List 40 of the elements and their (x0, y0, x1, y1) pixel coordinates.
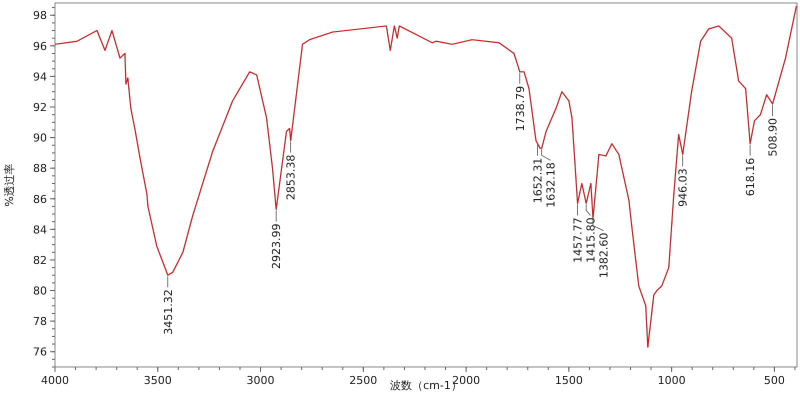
annotation: 1415.80 (584, 204, 598, 263)
x-tick-label: 1500 (554, 374, 583, 387)
y-tick-label: 76 (33, 346, 47, 359)
annotation: 2853.38 (284, 154, 298, 200)
annotation: 946.03 (676, 168, 690, 207)
y-tick-label: 82 (33, 254, 47, 267)
annotation: 2853.38 (284, 141, 298, 200)
x-tick-label: 3500 (144, 374, 172, 387)
annotation: 2923.99 (270, 223, 284, 269)
x-tick-label: 500 (764, 374, 785, 387)
y-axis-title: %透过率 (3, 163, 16, 207)
annotation: 1738.79 (514, 86, 527, 132)
x-tick-label: 4000 (41, 374, 69, 387)
y-tick-label: 88 (33, 162, 47, 176)
y-tick-label: 86 (33, 192, 47, 206)
annotation: 618.16 (744, 158, 758, 196)
annotation: 1415.80 (584, 217, 598, 263)
annotation: 508.90 (766, 118, 780, 156)
annotation: 1457.77 (572, 204, 585, 263)
y-tick-label: 92 (33, 101, 47, 114)
annotation: 1382.60 (598, 232, 611, 278)
y-tick-label: 80 (33, 284, 47, 298)
y-tick-label: 84 (33, 223, 47, 236)
x-tick-label: 2500 (349, 374, 378, 387)
x-tick-label: 3000 (246, 374, 275, 387)
y-tick-label: 96 (33, 40, 47, 53)
annotation: 946.03 (676, 155, 690, 207)
annotation: 3451.32 (162, 289, 175, 335)
y-tick-label: 90 (33, 132, 47, 145)
annotation: 3451.32 (162, 276, 175, 335)
annotation: 508.90 (766, 104, 780, 156)
y-tick-label: 78 (33, 315, 47, 328)
annotation: 1632.18 (544, 162, 558, 208)
annotation: 1457.77 (572, 217, 585, 263)
annotation: 1738.79 (514, 72, 527, 132)
y-tick-label: 98 (33, 9, 47, 22)
annotation: 618.16 (744, 144, 758, 196)
y-tick-label: 94 (33, 70, 47, 84)
annotation: 2923.99 (270, 210, 284, 269)
x-tick-label: 1000 (658, 374, 686, 387)
